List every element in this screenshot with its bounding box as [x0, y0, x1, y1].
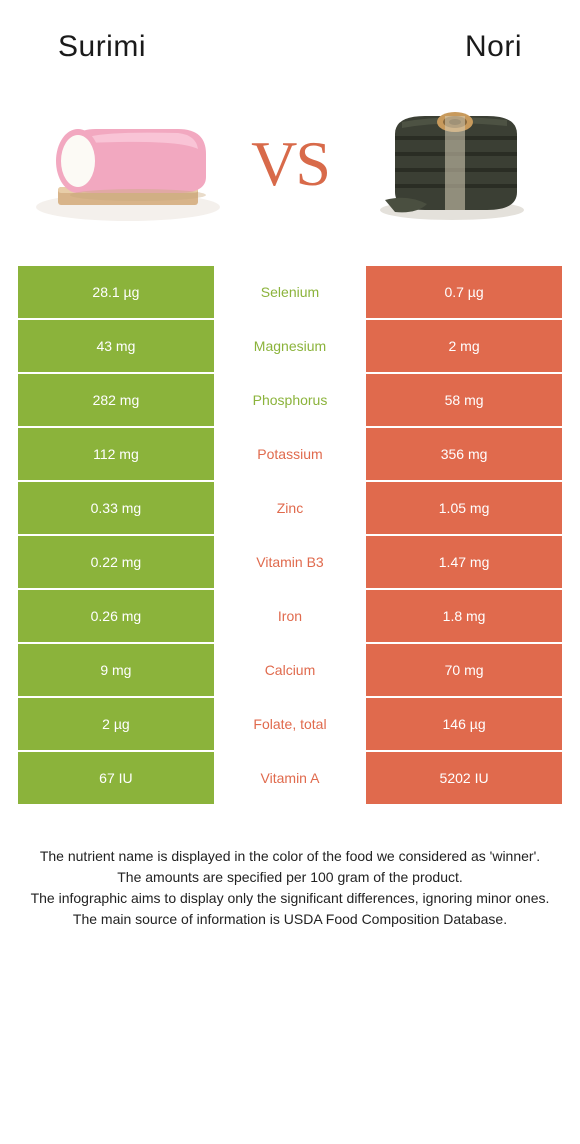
table-row: 67 IUVitamin A5202 IU — [18, 752, 562, 804]
nutrient-name-cell: Calcium — [214, 644, 366, 696]
nutrient-name-cell: Zinc — [214, 482, 366, 534]
header-row: Surimi Nori — [18, 10, 562, 74]
right-value-cell: 356 mg — [366, 428, 562, 480]
table-row: 43 mgMagnesium2 mg — [18, 320, 562, 372]
left-value-cell: 67 IU — [18, 752, 214, 804]
table-row: 0.22 mgVitamin B31.47 mg — [18, 536, 562, 588]
images-row: VS — [18, 74, 562, 264]
table-row: 0.33 mgZinc1.05 mg — [18, 482, 562, 534]
nutrient-name-cell: Vitamin B3 — [214, 536, 366, 588]
nutrient-table: 28.1 µgSelenium0.7 µg43 mgMagnesium2 mg2… — [18, 264, 562, 806]
surimi-icon — [28, 99, 228, 229]
left-value-cell: 0.33 mg — [18, 482, 214, 534]
footer-line-1: The nutrient name is displayed in the co… — [24, 846, 556, 867]
footer-line-3: The infographic aims to display only the… — [24, 888, 556, 909]
food-title-right: Nori — [465, 30, 522, 64]
left-value-cell: 0.26 mg — [18, 590, 214, 642]
right-value-cell: 70 mg — [366, 644, 562, 696]
table-row: 2 µgFolate, total146 µg — [18, 698, 562, 750]
nutrient-name-cell: Folate, total — [214, 698, 366, 750]
right-value-cell: 1.05 mg — [366, 482, 562, 534]
left-value-cell: 9 mg — [18, 644, 214, 696]
nutrient-name-cell: Magnesium — [214, 320, 366, 372]
food-title-left: Surimi — [58, 30, 146, 64]
nutrient-name-cell: Iron — [214, 590, 366, 642]
nutrient-name-cell: Phosphorus — [214, 374, 366, 426]
nutrient-name-cell: Potassium — [214, 428, 366, 480]
right-value-cell: 1.8 mg — [366, 590, 562, 642]
nutrient-name-cell: Vitamin A — [214, 752, 366, 804]
nori-icon — [367, 104, 537, 224]
table-row: 28.1 µgSelenium0.7 µg — [18, 266, 562, 318]
table-row: 282 mgPhosphorus58 mg — [18, 374, 562, 426]
table-row: 9 mgCalcium70 mg — [18, 644, 562, 696]
footer-text: The nutrient name is displayed in the co… — [18, 806, 562, 930]
right-value-cell: 2 mg — [366, 320, 562, 372]
right-value-cell: 0.7 µg — [366, 266, 562, 318]
right-value-cell: 5202 IU — [366, 752, 562, 804]
left-value-cell: 282 mg — [18, 374, 214, 426]
vs-label: VS — [251, 127, 329, 201]
nori-image — [352, 94, 552, 234]
surimi-image — [28, 94, 228, 234]
left-value-cell: 2 µg — [18, 698, 214, 750]
table-row: 0.26 mgIron1.8 mg — [18, 590, 562, 642]
nutrient-name-cell: Selenium — [214, 266, 366, 318]
left-value-cell: 43 mg — [18, 320, 214, 372]
right-value-cell: 146 µg — [366, 698, 562, 750]
right-value-cell: 1.47 mg — [366, 536, 562, 588]
left-value-cell: 28.1 µg — [18, 266, 214, 318]
footer-line-4: The main source of information is USDA F… — [24, 909, 556, 930]
right-value-cell: 58 mg — [366, 374, 562, 426]
left-value-cell: 0.22 mg — [18, 536, 214, 588]
table-row: 112 mgPotassium356 mg — [18, 428, 562, 480]
footer-line-2: The amounts are specified per 100 gram o… — [24, 867, 556, 888]
left-value-cell: 112 mg — [18, 428, 214, 480]
